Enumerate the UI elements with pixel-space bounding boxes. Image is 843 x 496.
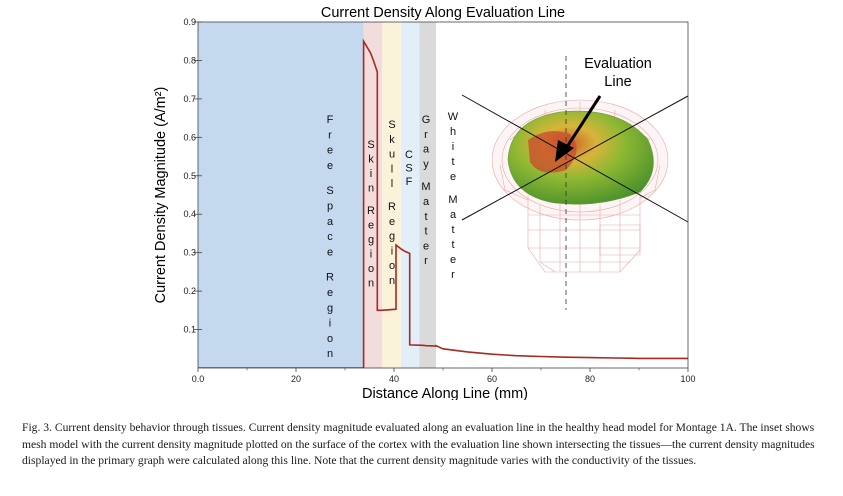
- y-tick-label: 0.8: [183, 55, 196, 65]
- region-band: [198, 22, 364, 368]
- y-tick-label: 0.9: [183, 17, 196, 27]
- y-tick-label: 0.4: [183, 209, 196, 219]
- x-tick-label: 100: [680, 374, 695, 384]
- x-tick-label: 60: [487, 374, 497, 384]
- figure-caption: Fig. 3. Current density behavior through…: [22, 420, 822, 470]
- head-mesh-inset: Evaluation Line: [461, 56, 689, 310]
- axis-ticks: 0.1 0.2 0.3 0.4 0.5 0.6 0.7 0.8 0.9 0.0 20 40 60 80 10…: [183, 17, 695, 384]
- evaluation-arrow: [563, 95, 602, 151]
- evaluation-label-line1: Evaluation: [584, 56, 652, 72]
- evaluation-label-line2: Line: [604, 74, 631, 90]
- y-tick-label: 0.5: [183, 171, 196, 181]
- x-tick-label: 0.0: [192, 374, 205, 384]
- y-tick-label: 0.2: [183, 286, 196, 296]
- evaluation-arrowhead: [555, 140, 574, 162]
- y-axis-label: Current Density Magnitude (A/m²): [153, 87, 169, 304]
- x-tick-label: 20: [291, 374, 301, 384]
- series-line: [198, 38, 688, 368]
- region-band: [363, 22, 383, 368]
- x-tick-label: 80: [585, 374, 595, 384]
- caption-label: Fig. 3.: [22, 421, 52, 434]
- region-band: [382, 22, 401, 368]
- chart-title: Current Density Along Evaluation Line: [321, 5, 565, 21]
- y-tick-label: 0.1: [183, 325, 196, 335]
- region-band: [419, 22, 437, 368]
- x-tick-label: 40: [389, 374, 399, 384]
- y-tick-label: 0.7: [183, 94, 196, 104]
- y-tick-label: 0.6: [183, 132, 196, 142]
- y-tick-label: 0.3: [183, 248, 196, 258]
- data-series: [198, 38, 688, 368]
- caption-text: Current density behavior through tissues…: [22, 421, 815, 467]
- cross-line: [461, 95, 689, 221]
- region-band: [400, 22, 420, 368]
- cortex-hotspot: [528, 131, 577, 173]
- x-axis-label: Distance Along Line (mm): [362, 386, 528, 400]
